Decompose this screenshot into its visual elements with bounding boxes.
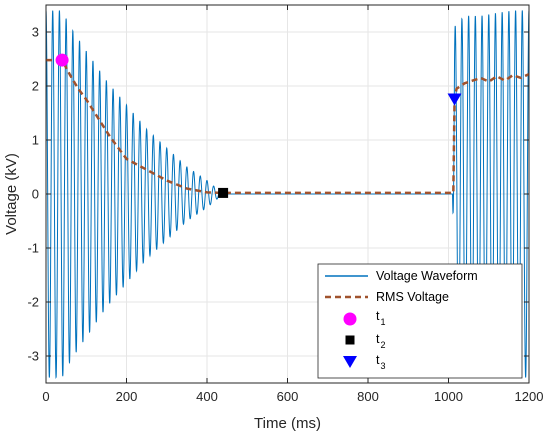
legend: Voltage Waveform RMS Voltage t1 t2 t3	[317, 263, 523, 379]
y-tick-label: 0	[32, 187, 39, 202]
y-tick-label: 1	[32, 133, 39, 148]
x-tick-label: 400	[196, 389, 218, 404]
y-tick-label: 3	[32, 25, 39, 40]
x-tick-label: 1000	[434, 389, 463, 404]
legend-marker-t1	[343, 312, 357, 326]
legend-label-voltage-waveform: Voltage Waveform	[376, 269, 478, 283]
x-tick-label: 200	[116, 389, 138, 404]
marker-t2	[218, 187, 229, 198]
x-axis-label: Time (ms)	[254, 415, 321, 432]
legend-marker-t2	[345, 335, 355, 345]
y-tick-label: -2	[27, 295, 39, 310]
marker-t1	[55, 53, 69, 67]
y-tick-label: 2	[32, 79, 39, 94]
series-rms-voltage	[46, 58, 530, 195]
marker-t3	[447, 93, 462, 106]
y-tick-label: -3	[27, 349, 39, 364]
legend-marker-t3	[343, 356, 357, 368]
markers	[55, 53, 462, 198]
legend-label-t3: t3	[376, 353, 386, 371]
ticks: 0 200 400 600 800 1000 1200 -3 -2 -1 0 1 2 3	[27, 5, 543, 404]
x-tick-label: 800	[357, 389, 379, 404]
legend-label-rms-voltage: RMS Voltage	[376, 290, 449, 304]
x-tick-label: 600	[277, 389, 299, 404]
y-axis-label: Voltage (kV)	[3, 153, 20, 235]
x-tick-label: 1200	[515, 389, 544, 404]
legend-label-t2: t2	[376, 332, 386, 350]
x-tick-label: 0	[42, 389, 49, 404]
y-tick-label: -1	[27, 241, 39, 256]
series-layer	[45, 10, 530, 379]
legend-label-t1: t1	[376, 309, 386, 327]
